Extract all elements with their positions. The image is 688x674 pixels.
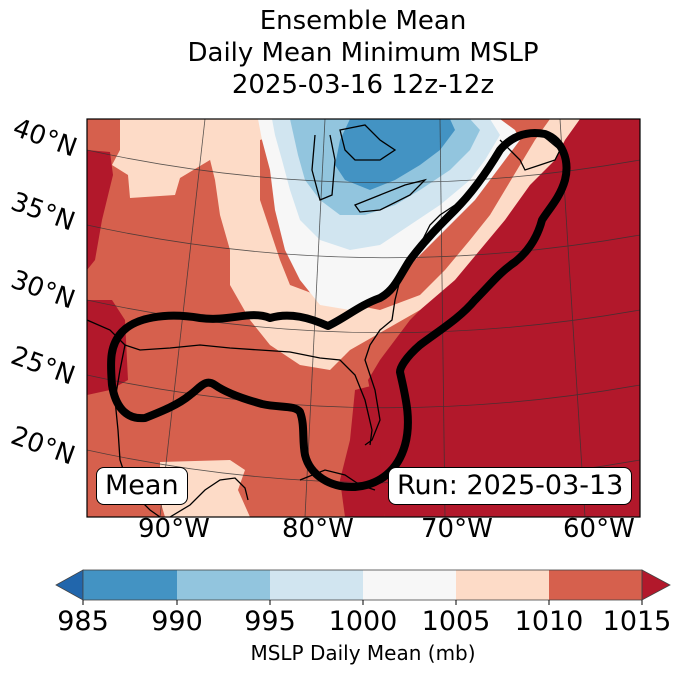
colorbar-ticks	[82, 600, 643, 605]
colorbar-bin-1000-1005	[363, 570, 456, 600]
colorbar-tick-1015: 1015	[602, 606, 672, 637]
colorbar-tick-990: 990	[151, 606, 203, 637]
colorbar-tick-1000: 1000	[328, 606, 398, 637]
fill-above-1015-atlantic	[368, 119, 640, 517]
title-line-2: Daily Mean Minimum MSLP	[187, 38, 539, 68]
map-fill-layer	[87, 119, 640, 517]
parallel-35N	[87, 224, 640, 259]
gulf-coast	[87, 319, 373, 446]
lon-label-90w: 90°W	[138, 514, 210, 544]
lake-michigan	[311, 134, 336, 201]
lon-label-60w: 60°W	[563, 514, 635, 544]
colorbar-tick-1005: 1005	[421, 606, 491, 637]
fill-1005-1010	[112, 119, 580, 370]
title-line-1: Ensemble Mean	[259, 6, 467, 36]
colorbar-tick-995: 995	[244, 606, 296, 637]
run-date-box: Run: 2025-03-13	[388, 467, 633, 505]
colorbar-bin-985-990	[83, 570, 177, 600]
yucatan-coast	[169, 477, 249, 517]
fill-985-990	[335, 119, 455, 190]
mean-label-box: Mean	[96, 467, 188, 505]
fill-above-1015-west	[87, 150, 113, 270]
map-frame	[86, 118, 641, 518]
colorbar	[55, 569, 671, 605]
parallel-40N	[87, 149, 640, 184]
lon-label-80w: 80°W	[282, 514, 354, 544]
mexico-coast	[114, 344, 161, 517]
fill-1005-1010-gulf-patch	[280, 330, 345, 365]
colorbar-extend-low	[55, 569, 84, 601]
contour-outline	[107, 129, 571, 492]
colorbar-extend-high	[641, 569, 671, 601]
colorbar-tick-985: 985	[57, 606, 109, 637]
maritimes-coast	[499, 129, 561, 171]
colorbar-bin-1010-1015	[549, 570, 642, 600]
colorbar-tick-1010: 1010	[514, 606, 584, 637]
colorbar-bin-1005-1010	[456, 570, 549, 600]
colorbar-label: MSLP Daily Mean (mb)	[250, 641, 476, 665]
lon-label-70w: 70°W	[421, 514, 493, 544]
lake-huron	[339, 124, 397, 161]
colorbar-bin-995-1000	[270, 570, 363, 600]
colorbar-bin-990-995	[177, 570, 270, 600]
meridian-70W	[439, 119, 446, 517]
title-line-3: 2025-03-16 12z-12z	[231, 70, 495, 100]
parallel-25N	[87, 374, 640, 409]
lake-erie-ontario	[353, 178, 428, 213]
